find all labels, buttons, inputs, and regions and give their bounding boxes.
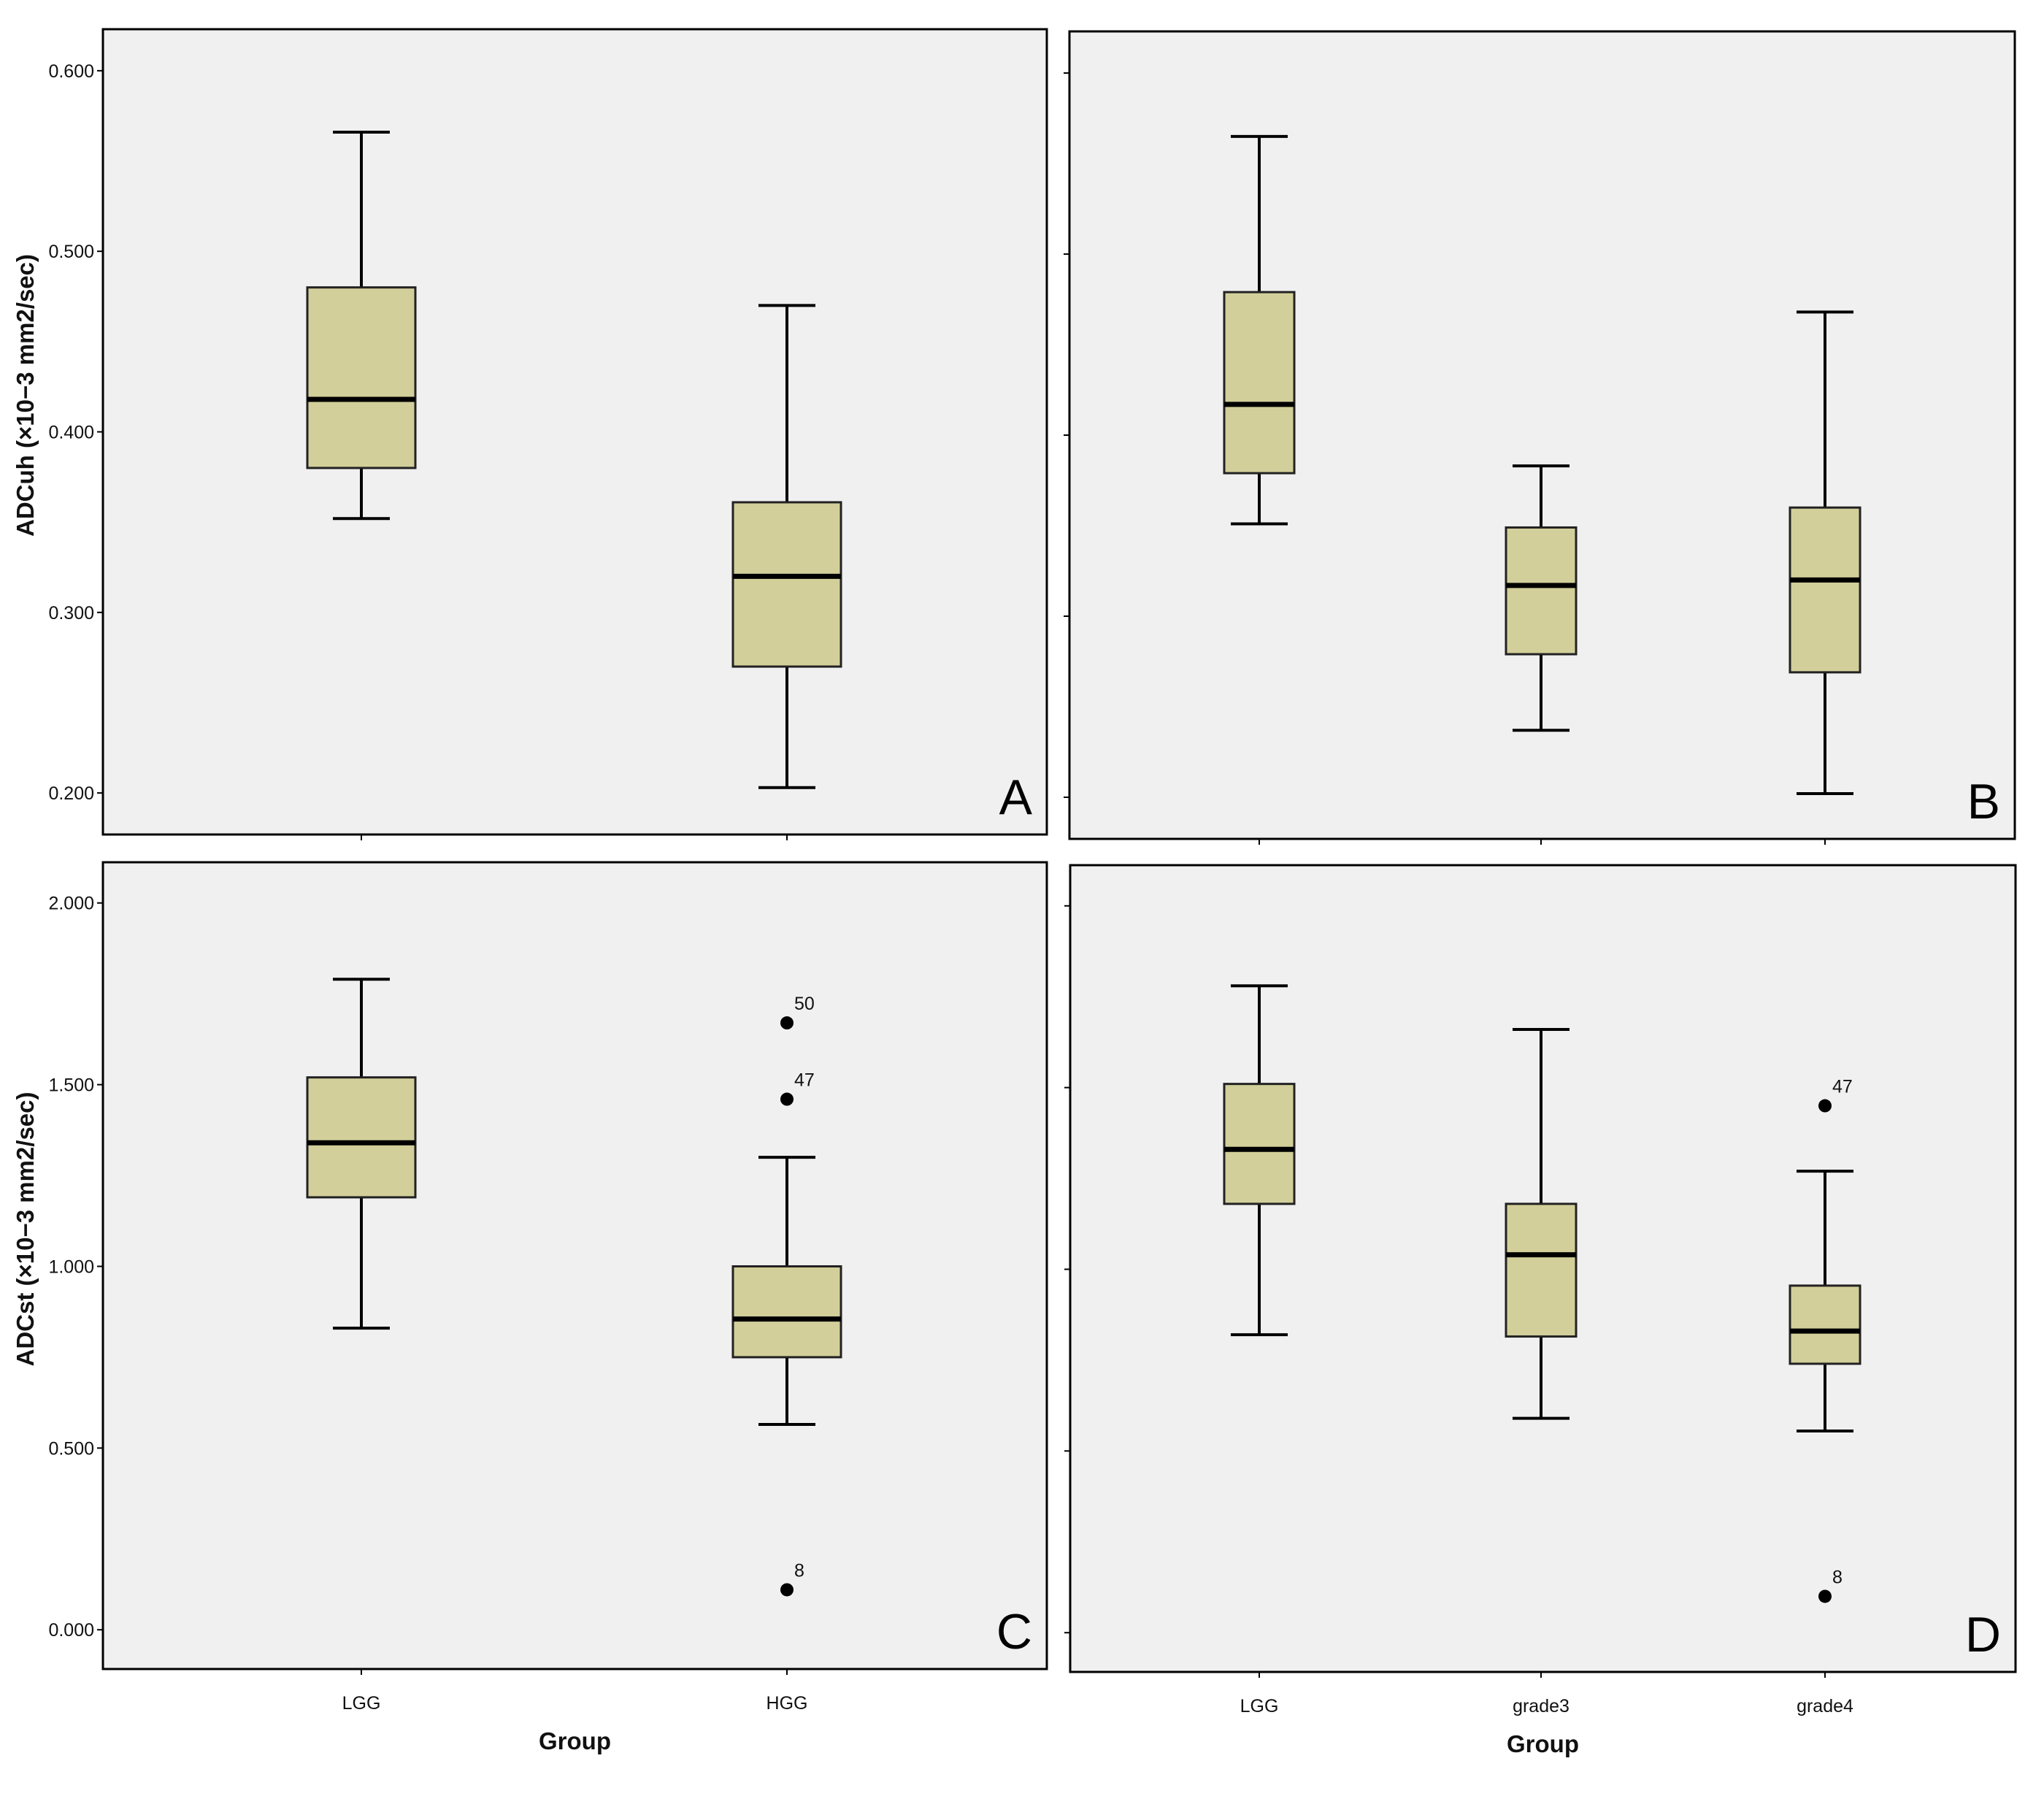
x-tick-label: grade3	[1513, 1696, 1570, 1716]
outlier-point	[780, 1583, 794, 1597]
x-axis-title: Group	[1507, 1730, 1579, 1757]
plot-area	[101, 28, 1048, 836]
x-tick-label: HGG	[766, 1693, 808, 1714]
outlier-label: 47	[794, 1070, 815, 1091]
outlier-point	[1818, 1099, 1832, 1113]
outlier-point	[780, 1016, 794, 1030]
y-axis-title: ADCst (×10−3 mm2/sec)	[12, 1092, 39, 1366]
outlier-label: 8	[794, 1560, 804, 1581]
y-tick-label: 0.500	[48, 1438, 94, 1459]
iqr-box	[1505, 1202, 1578, 1338]
outlier-point	[1818, 1589, 1832, 1603]
x-tick-label: LGG	[342, 1693, 381, 1714]
y-tick-label: 0.300	[48, 603, 94, 624]
y-tick-label: 2.000	[48, 894, 94, 914]
iqr-box	[731, 501, 842, 668]
box-LGG	[1223, 134, 1296, 526]
x-tick-label: grade4	[1797, 1696, 1853, 1716]
panel-letter: D	[1965, 1607, 2001, 1662]
outlier-point	[780, 1092, 794, 1106]
box-HGG	[731, 304, 842, 789]
y-tick-label: 0.600	[48, 61, 94, 82]
panel-A: 0.200 0.300 0.400 0.500 0.600 ADCuh (×10−3 mm…	[12, 28, 1048, 840]
iqr-box	[1788, 1284, 1862, 1365]
outlier-label: 50	[794, 994, 815, 1014]
y-axis-title: ADCuh (×10−3 mm2/sec)	[12, 254, 39, 537]
y-tick-label: 0.200	[48, 783, 94, 804]
panel-letter: A	[999, 770, 1033, 825]
y-tick-label: 0.500	[48, 242, 94, 262]
panel-letter: C	[996, 1604, 1032, 1660]
box-LGG	[1223, 984, 1296, 1337]
y-tick-label: 1.500	[48, 1075, 94, 1096]
outlier-label: 47	[1832, 1077, 1853, 1097]
plot-area	[101, 861, 1048, 1670]
box-LGG	[306, 130, 417, 521]
box-LGG	[306, 978, 417, 1330]
x-tick-label: LGG	[1240, 1696, 1279, 1716]
box-grade3	[1505, 1027, 1578, 1420]
box-grade4	[1788, 310, 1862, 796]
iqr-box	[1223, 1083, 1296, 1205]
panel-C: 0.000 0.500 1.000 1.500 2.000 ADCst (×10−3 mm…	[12, 861, 1048, 1754]
panel-letter: B	[1967, 774, 2000, 829]
y-tick-label: 0.000	[48, 1620, 94, 1641]
iqr-box	[731, 1265, 842, 1359]
iqr-box	[1505, 526, 1578, 656]
y-tick-label: 0.400	[48, 423, 94, 443]
iqr-box	[306, 1076, 417, 1199]
panel-B: B	[1064, 30, 2016, 845]
panel-D: LGG grade3 grade4 Group 47 8 D	[1064, 864, 2017, 1757]
outlier-label: 8	[1832, 1567, 1843, 1587]
box-grade3	[1505, 464, 1578, 732]
iqr-box	[1223, 291, 1296, 475]
iqr-box	[1788, 506, 1862, 674]
box-HGG: 50 47 8	[731, 994, 842, 1597]
x-axis-title: Group	[539, 1727, 611, 1754]
y-tick-label: 1.000	[48, 1257, 94, 1277]
iqr-box	[306, 286, 417, 469]
box-grade4: 47 8	[1788, 1077, 1862, 1603]
